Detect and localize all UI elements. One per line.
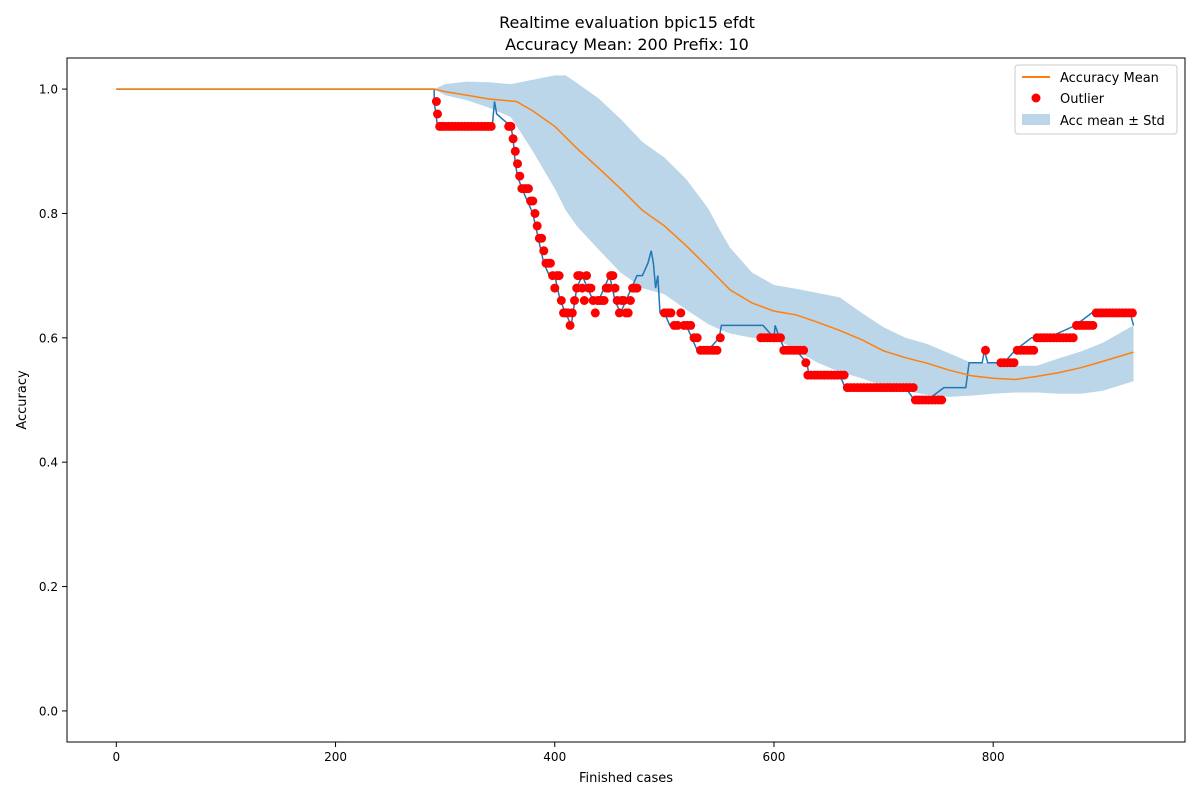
y-axis-label: Accuracy	[15, 370, 30, 430]
outlier-point	[799, 345, 809, 355]
outlier-point	[586, 283, 596, 293]
plot-frame	[66, 57, 1186, 743]
mean-series-line	[116, 88, 1134, 381]
outlier-point	[570, 296, 579, 305]
outlier-point	[486, 121, 496, 131]
outlier-point	[565, 320, 575, 330]
y-tick-label: 0.4	[39, 456, 58, 470]
x-tick-label: 400	[543, 750, 566, 764]
outlier-point	[577, 283, 587, 293]
outlier-point	[801, 358, 811, 368]
y-tick-label: 0.6	[39, 331, 58, 345]
legend-swatch-outlier	[1031, 93, 1041, 103]
outlier-point	[632, 283, 642, 293]
x-tick-label: 0	[113, 750, 121, 764]
plot-area	[116, 75, 1137, 405]
outlier-point	[610, 283, 620, 293]
outlier-point	[686, 320, 696, 330]
outlier-point	[523, 184, 533, 194]
outlier-point	[510, 146, 520, 156]
axes: 0 200 400 600 800 0.0 0.2 0.4 0.6 0.8 1.0	[39, 57, 1186, 764]
outlier-point	[676, 308, 686, 318]
outlier-point	[556, 296, 566, 305]
outlier-point	[530, 209, 540, 218]
outlier-layer	[431, 97, 1137, 405]
outlier-point	[515, 171, 525, 181]
outlier-point	[1029, 345, 1039, 355]
std-band-layer	[434, 75, 1134, 397]
outlier-point	[537, 233, 547, 243]
legend-label-band: Acc mean ± Std	[1060, 114, 1165, 129]
mean-line-layer	[116, 88, 1134, 381]
outlier-point	[623, 308, 633, 318]
x-axis-label: Finished cases	[579, 771, 673, 786]
outlier-point	[1127, 308, 1137, 318]
x-tick-label: 600	[763, 750, 786, 764]
legend-box	[1014, 64, 1178, 135]
outlier-point	[619, 296, 629, 305]
outlier-point	[550, 283, 560, 293]
x-tick-label: 800	[982, 750, 1005, 764]
y-tick-label: 0.0	[39, 704, 58, 718]
outlier-point	[981, 345, 990, 355]
outlier-point	[506, 121, 516, 131]
outlier-point	[625, 296, 635, 305]
chart-title: Realtime evaluation bpic15 efdt	[499, 13, 755, 32]
outlier-point	[1068, 333, 1078, 343]
outlier-point	[608, 271, 618, 281]
legend-label-mean: Accuracy Mean	[1060, 71, 1159, 86]
outlier-point	[937, 395, 947, 405]
outlier-point	[431, 97, 441, 106]
outlier-point	[545, 258, 555, 268]
outlier-point	[604, 283, 613, 293]
y-tick-label: 0.2	[39, 580, 58, 594]
y-tick-label: 0.8	[39, 207, 58, 221]
outlier-point	[673, 320, 682, 330]
outlier-point	[528, 196, 538, 206]
outlier-point	[433, 109, 442, 119]
outlier-point	[692, 333, 702, 343]
legend-swatch-band	[1022, 114, 1050, 125]
outlier-point	[715, 333, 725, 343]
x-tick-label: 200	[324, 750, 347, 764]
outlier-point	[1009, 358, 1019, 368]
outlier-point	[776, 333, 785, 343]
outlier-point	[575, 271, 585, 281]
outlier-point	[599, 296, 609, 305]
legend: Accuracy Mean Outlier Acc mean ± Std	[1014, 64, 1178, 135]
outlier-point	[614, 308, 624, 318]
legend-label-outlier: Outlier	[1060, 92, 1105, 107]
outlier-point	[539, 246, 549, 256]
outlier-point	[579, 296, 589, 305]
std-band	[434, 75, 1134, 397]
outlier-point	[839, 370, 849, 380]
outlier-point	[666, 308, 676, 318]
y-tick-label: 1.0	[39, 83, 58, 97]
chart-subtitle: Accuracy Mean: 200 Prefix: 10	[505, 35, 749, 54]
outlier-point	[582, 271, 591, 281]
outlier-point	[513, 159, 522, 169]
outlier-point	[712, 345, 722, 355]
outlier-point	[508, 134, 518, 144]
outlier-point	[554, 271, 564, 281]
outlier-point	[908, 383, 918, 393]
outlier-point	[567, 308, 577, 318]
outlier-point	[590, 308, 600, 318]
outlier-point	[532, 221, 542, 231]
outlier-point	[1088, 320, 1098, 330]
